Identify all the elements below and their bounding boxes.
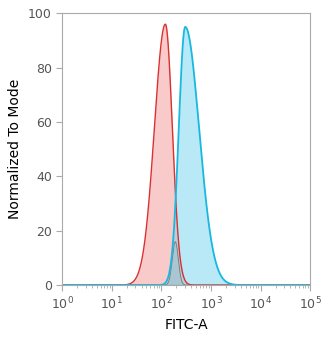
X-axis label: FITC-A: FITC-A [164, 318, 208, 332]
Y-axis label: Normalized To Mode: Normalized To Mode [8, 79, 22, 219]
